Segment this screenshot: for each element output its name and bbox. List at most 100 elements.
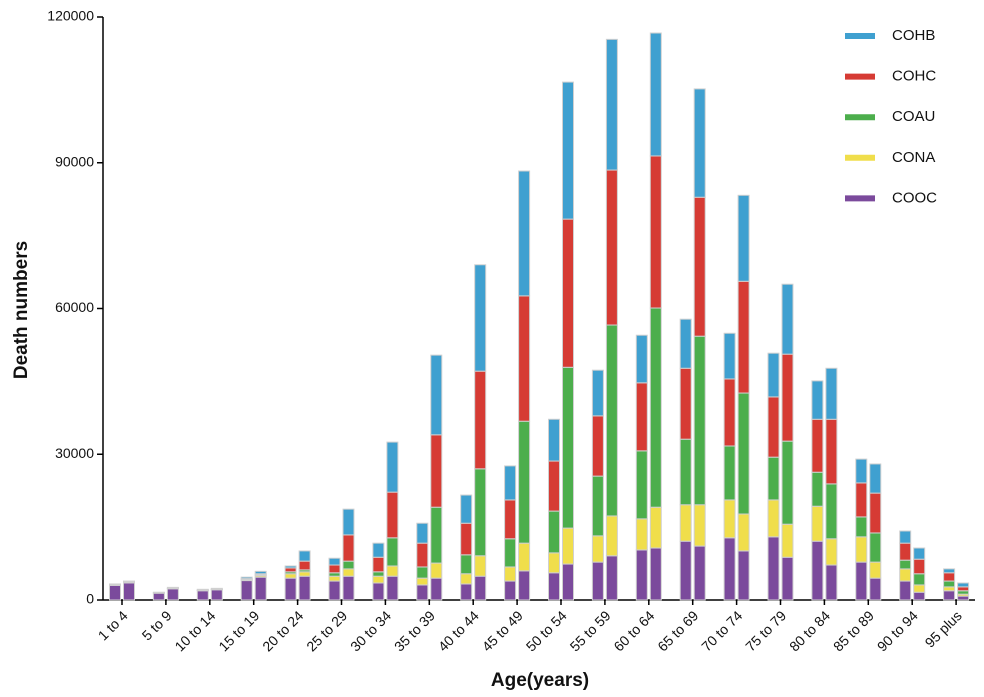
bar-segment bbox=[504, 566, 517, 582]
bar-segment bbox=[548, 572, 560, 601]
bar-segment bbox=[723, 499, 736, 539]
bar-segment bbox=[372, 542, 385, 558]
bar-segment bbox=[957, 595, 970, 601]
bar-segment bbox=[781, 283, 794, 355]
bar-segment bbox=[548, 418, 560, 462]
x-tick-label: 50 to 54 bbox=[523, 607, 570, 654]
bar-segment bbox=[737, 550, 750, 601]
bar-segment bbox=[869, 561, 882, 579]
bar-segment bbox=[957, 586, 970, 592]
bar-segment bbox=[460, 522, 473, 556]
bar-segment bbox=[869, 532, 882, 563]
bar-segment bbox=[723, 445, 736, 501]
bar-segment bbox=[123, 582, 135, 601]
bar-segment bbox=[635, 518, 648, 551]
legend-label: CONA bbox=[892, 149, 935, 166]
bar-segment bbox=[811, 505, 824, 542]
y-tick-label: 30000 bbox=[55, 445, 94, 461]
bar-segment bbox=[913, 591, 926, 601]
x-tick-label: 65 to 69 bbox=[654, 607, 701, 654]
bar-segment bbox=[504, 580, 517, 601]
bar-segment bbox=[474, 555, 487, 577]
bar-segment bbox=[679, 367, 692, 440]
x-tick-label: 70 to 74 bbox=[698, 607, 745, 654]
bar-segment bbox=[693, 504, 706, 547]
bar-segment bbox=[562, 81, 574, 220]
bar-segment bbox=[943, 568, 956, 574]
bar-segment bbox=[635, 450, 648, 520]
y-tick-label: 60000 bbox=[55, 299, 94, 315]
bar-segment bbox=[605, 515, 618, 557]
bar-segment bbox=[123, 580, 135, 583]
bar-segment bbox=[386, 575, 399, 601]
bar-segment bbox=[825, 418, 838, 485]
bar-segment bbox=[605, 324, 618, 517]
bar-segment bbox=[548, 510, 560, 554]
bar-segment bbox=[635, 382, 648, 452]
bar-segment bbox=[591, 369, 604, 417]
x-tick-label: 90 to 94 bbox=[874, 607, 921, 654]
bar-segment bbox=[869, 492, 882, 534]
bar-segment bbox=[679, 438, 692, 506]
bar-segment bbox=[518, 542, 531, 572]
bar-segment bbox=[518, 170, 531, 297]
bar-segment bbox=[328, 575, 341, 582]
bar-segment bbox=[430, 506, 443, 564]
bar-segment bbox=[152, 592, 165, 601]
bar-segment bbox=[649, 547, 662, 601]
x-tick-label: 75 to 79 bbox=[742, 607, 789, 654]
bar-segment bbox=[723, 332, 736, 380]
bar-segment bbox=[679, 504, 692, 542]
bar-segment bbox=[781, 556, 794, 601]
x-tick-label: 20 to 24 bbox=[259, 607, 306, 654]
bar-segment bbox=[899, 559, 912, 570]
bar-segment bbox=[240, 580, 253, 601]
bar-segment bbox=[825, 538, 838, 566]
bar-segment bbox=[284, 577, 297, 601]
bar-segment bbox=[913, 584, 926, 593]
bar-segment bbox=[386, 537, 399, 567]
bar-segment bbox=[416, 566, 429, 579]
bar-segment bbox=[723, 537, 736, 601]
bar-segment bbox=[723, 378, 736, 447]
bar-segment bbox=[591, 535, 604, 563]
bar-segment bbox=[943, 572, 956, 582]
bar-segment bbox=[372, 556, 385, 573]
bar-segment bbox=[342, 534, 355, 562]
bar-segment bbox=[855, 482, 868, 518]
x-tick-label: 30 to 34 bbox=[347, 607, 394, 654]
bar-segment bbox=[855, 516, 868, 538]
x-tick-label: 10 to 14 bbox=[171, 607, 218, 654]
bar-segment bbox=[474, 468, 487, 557]
bar-segment bbox=[284, 565, 297, 569]
bar-segment bbox=[504, 538, 517, 568]
bar-segment bbox=[504, 499, 517, 540]
bar-segment bbox=[635, 549, 648, 601]
x-tick-label: 80 to 84 bbox=[786, 607, 833, 654]
bar-segment bbox=[386, 491, 399, 539]
bar-segment bbox=[767, 499, 780, 538]
x-tick-label: 15 to 19 bbox=[215, 607, 262, 654]
bar-segment bbox=[254, 576, 267, 601]
x-tick-label: 25 to 29 bbox=[303, 607, 350, 654]
bar-segment bbox=[416, 542, 429, 568]
bar-segment bbox=[328, 572, 341, 577]
bar-segment bbox=[548, 552, 560, 574]
bar-segment bbox=[474, 575, 487, 601]
bar-segment bbox=[591, 561, 604, 601]
x-tick-label: 1 to 4 bbox=[95, 607, 131, 643]
bar-segment bbox=[562, 527, 574, 565]
bar-segment bbox=[386, 565, 399, 577]
x-axis-title: Age(years) bbox=[491, 670, 589, 691]
bar-segment bbox=[605, 38, 618, 171]
bar-segment bbox=[693, 196, 706, 337]
x-tick-label: 5 to 9 bbox=[139, 607, 175, 643]
bar-segment bbox=[196, 590, 209, 601]
y-tick-label: 90000 bbox=[55, 153, 94, 169]
bar-segment bbox=[767, 536, 780, 601]
bar-segment bbox=[693, 335, 706, 506]
bar-segment bbox=[460, 554, 473, 575]
bar-segment bbox=[460, 583, 473, 601]
bar-segment bbox=[504, 465, 517, 501]
